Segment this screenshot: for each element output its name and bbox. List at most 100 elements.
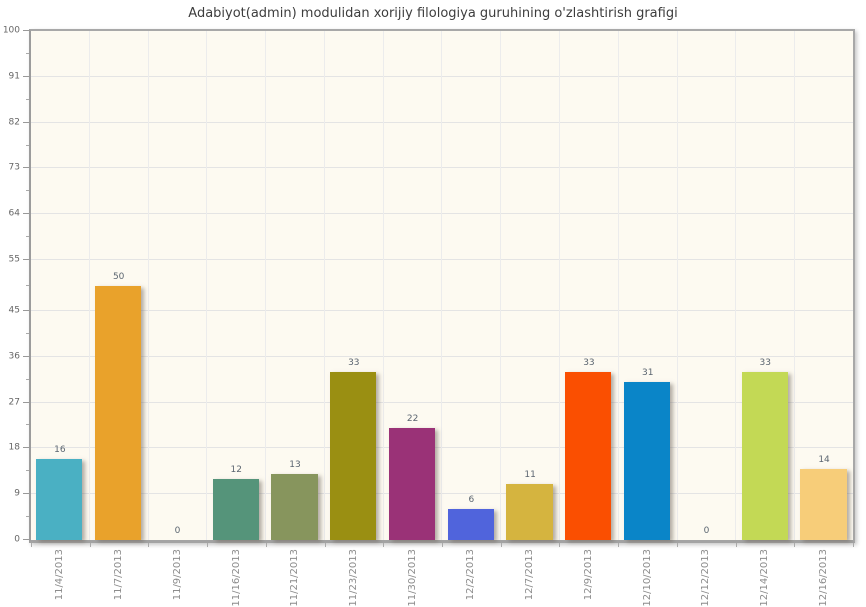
x-axis-category-label: 12/7/2013	[524, 549, 536, 601]
bar	[388, 428, 436, 540]
bar-band: 22	[384, 31, 443, 540]
bar-value-label: 0	[703, 526, 710, 536]
bar-band: 33	[560, 31, 619, 540]
y-axis-tick-label: 100	[2, 25, 20, 36]
y-axis-major-tick	[23, 309, 29, 311]
bar-value-label: 11	[524, 470, 536, 481]
x-axis-tick	[383, 543, 385, 547]
bar-value-label: 14	[818, 454, 830, 465]
x-axis-category-label: 12/2/2013	[465, 549, 477, 601]
x-label-cell: 11/23/2013	[325, 549, 384, 607]
x-axis-tick	[324, 543, 326, 547]
x-axis-category-label: 11/16/2013	[230, 549, 242, 607]
bar-value-label: 22	[406, 414, 419, 425]
x-axis-category-label: 12/10/2013	[641, 549, 653, 607]
plot-area: 16 50 0 12 13 33 22 6 11 33 31 0 33 14	[29, 29, 855, 543]
y-axis-major-tick	[23, 401, 29, 403]
bar-value-label: 31	[641, 368, 654, 379]
y-axis-tick-label: 82	[8, 117, 20, 128]
x-axis-tick	[148, 543, 150, 547]
y-axis-major-tick	[23, 447, 29, 449]
x-label-cell: 12/2/2013	[442, 549, 501, 603]
y-axis-major-tick	[23, 355, 29, 357]
y-axis-tick-label: 91	[8, 71, 20, 82]
x-axis-tick	[442, 543, 443, 547]
y-axis-major-tick	[23, 30, 29, 31]
x-axis-tick	[794, 543, 796, 547]
y-axis-minor-tick	[26, 190, 29, 192]
x-axis-tick	[265, 543, 267, 547]
y-axis-minor-tick	[26, 424, 29, 426]
bar-band: 31	[619, 31, 678, 540]
bar-value-label: 33	[348, 358, 360, 369]
bar-band: 33	[325, 31, 384, 540]
y-axis-tick-label: 27	[8, 397, 20, 408]
bar	[212, 478, 259, 540]
y-axis-minor-tick	[26, 236, 29, 238]
bar-band: 16	[31, 31, 90, 540]
x-label-cell: 11/9/2013	[148, 549, 207, 603]
bar-value-label: 0	[174, 526, 181, 536]
y-axis-minor-tick	[26, 52, 29, 54]
bar-band: 33	[736, 31, 796, 540]
x-axis-category-label: 11/7/2013	[113, 549, 125, 601]
bar	[271, 473, 318, 540]
x-axis-category-label: 11/21/2013	[289, 549, 301, 607]
bar-value-label: 33	[583, 358, 595, 369]
x-axis-category-label: 11/4/2013	[54, 549, 66, 601]
bar-band: 12	[207, 31, 267, 540]
x-label-cell: 12/12/2013	[677, 549, 736, 607]
y-axis-tick-label: 9	[14, 488, 20, 499]
x-axis-tick	[559, 543, 561, 547]
y-axis-tick-label: 55	[8, 254, 20, 265]
y-axis-major-tick	[23, 493, 29, 495]
bar-band: 50	[90, 31, 149, 540]
x-label-cell: 12/14/2013	[736, 549, 795, 607]
x-label-cell: 11/16/2013	[207, 549, 266, 607]
y-axis-tick-label: 64	[8, 208, 20, 219]
x-label-cell: 11/4/2013	[31, 549, 90, 603]
y-axis-minor-tick	[26, 378, 29, 380]
x-axis-tick	[676, 543, 678, 547]
bar	[741, 372, 788, 540]
bar	[447, 509, 494, 540]
x-axis-ticks	[31, 543, 854, 548]
x-axis-category-label: 11/30/2013	[406, 549, 418, 607]
bar-band: 0	[678, 31, 737, 540]
bar	[36, 458, 83, 540]
bar-band: 11	[501, 31, 561, 540]
x-axis-tick	[500, 543, 502, 547]
x-axis-tick	[207, 543, 209, 547]
y-axis-major-tick	[23, 259, 29, 261]
x-axis-category-label: 12/12/2013	[700, 549, 712, 607]
bar	[565, 372, 612, 540]
y-axis-minor-tick	[26, 98, 29, 100]
x-label-cell: 12/10/2013	[618, 549, 677, 607]
x-axis-category-label: 11/23/2013	[347, 549, 359, 607]
x-label-cell: 12/9/2013	[559, 549, 618, 603]
x-axis-labels: 11/4/2013 11/7/2013 11/9/2013 11/16/2013 11/…	[31, 549, 853, 607]
bars-layer: 16 50 0 12 13 33 22 6 11 33 31 0 33 14	[31, 31, 853, 540]
x-label-cell: 12/7/2013	[501, 549, 560, 603]
x-label-cell: 12/16/2013	[794, 549, 853, 607]
y-axis: 0 9 18 27 36 45 55 64 73 82 91 100	[0, 26, 29, 544]
x-axis-tick	[89, 543, 91, 547]
bar-value-label: 13	[289, 459, 301, 470]
x-axis-category-label: 12/9/2013	[582, 549, 594, 601]
bar-value-label: 6	[468, 495, 475, 506]
bar	[800, 468, 847, 540]
y-axis-tick-label: 73	[8, 162, 20, 173]
x-axis-tick	[853, 543, 854, 547]
x-label-cell: 11/30/2013	[383, 549, 442, 607]
y-axis-minor-tick	[26, 144, 29, 146]
y-axis-major-tick	[23, 539, 29, 540]
x-axis-tick	[735, 543, 737, 547]
x-axis-category-label: 11/9/2013	[171, 549, 183, 601]
y-axis-minor-tick	[26, 516, 29, 518]
x-axis-category-label: 12/16/2013	[817, 549, 829, 607]
bar	[330, 372, 377, 540]
y-axis-tick-label: 36	[8, 351, 20, 362]
bar-value-label: 33	[759, 358, 771, 369]
y-axis-tick-label: 45	[8, 305, 20, 316]
